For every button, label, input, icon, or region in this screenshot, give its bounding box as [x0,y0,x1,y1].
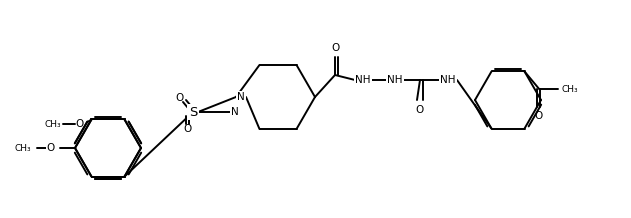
Text: CH₃: CH₃ [15,143,31,153]
Text: O: O [332,43,340,53]
Text: O: O [415,105,423,115]
Text: O: O [183,124,191,134]
Text: NH: NH [440,75,456,85]
Text: O: O [175,93,183,103]
Text: NH: NH [387,75,403,85]
Text: O: O [47,143,55,153]
Text: N: N [231,107,239,117]
Text: N: N [237,92,245,102]
Text: S: S [189,106,197,119]
Text: O: O [75,119,84,129]
Text: CH₃: CH₃ [562,85,578,94]
Text: NH: NH [355,75,371,85]
Text: O: O [534,111,543,121]
Text: CH₃: CH₃ [45,120,61,129]
